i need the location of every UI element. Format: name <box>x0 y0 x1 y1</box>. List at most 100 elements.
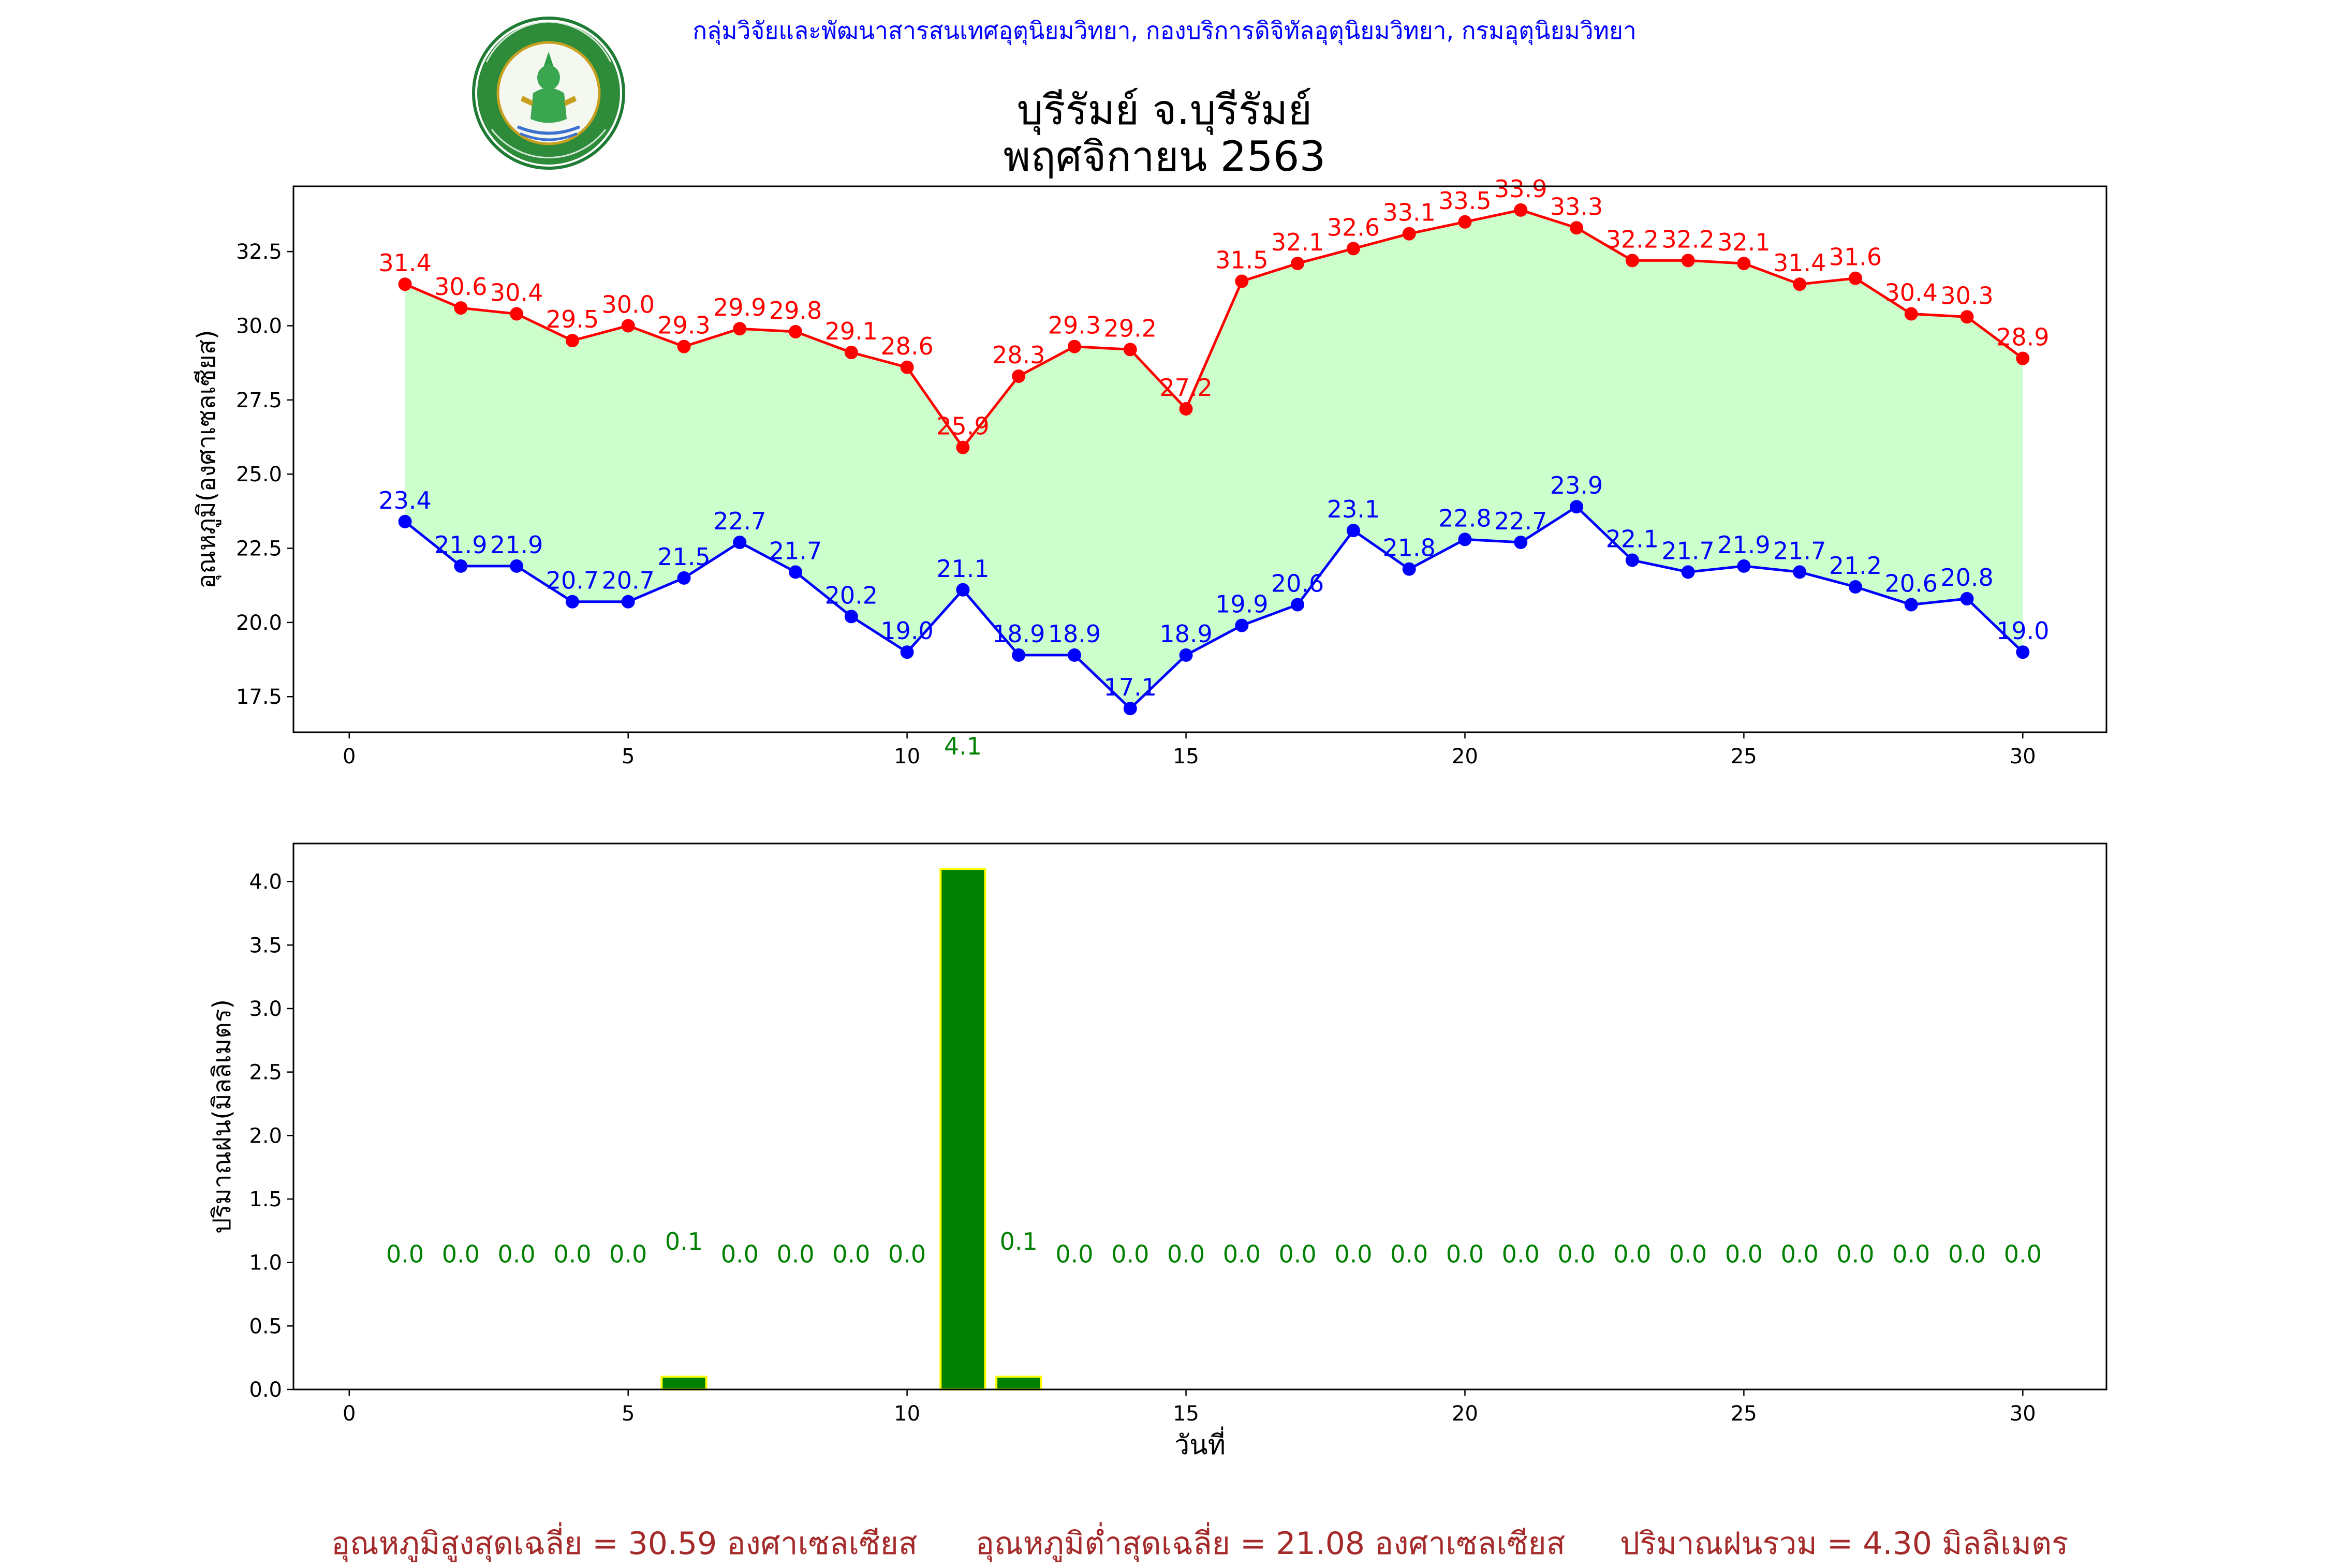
min-temp-point <box>677 571 691 585</box>
min-temp-data-label: 19.9 <box>1215 590 1268 618</box>
min-temp-data-label: 21.8 <box>1382 534 1435 562</box>
max-temp-point <box>1067 339 1081 353</box>
temp-x-tick-label: 20 <box>1452 745 1478 768</box>
max-temp-point <box>2016 351 2030 365</box>
rain-y-axis-label: ปริมาณฝน(มิลลิเมตร) <box>208 999 237 1234</box>
min-temp-data-label: 21.2 <box>1829 552 1882 580</box>
max-temp-point <box>677 339 691 353</box>
temp-y-tick-label: 22.5 <box>236 537 282 561</box>
summary-footer: อุณหภูมิสูงสุดเฉลี่ย = 30.59 องศาเซลเซีย… <box>0 1519 2329 1562</box>
min-temp-data-label: 23.1 <box>1327 495 1380 523</box>
min-temp-point <box>733 536 747 550</box>
rain-data-label: 0.0 <box>721 1240 759 1268</box>
rain-data-label: 0.0 <box>1557 1240 1595 1268</box>
min-temp-data-label: 17.1 <box>1104 673 1157 701</box>
max-temp-point <box>1681 254 1695 268</box>
max-temp-data-label: 31.6 <box>1829 243 1882 271</box>
min-temp-point <box>1067 648 1081 662</box>
max-temp-point <box>1904 307 1918 321</box>
min-temp-point <box>2016 645 2030 659</box>
max-temp-data-label: 29.2 <box>1104 314 1157 342</box>
max-temp-point <box>1179 402 1193 416</box>
temp-x-tick-label: 0 <box>343 745 356 768</box>
max-temp-data-label: 29.1 <box>825 317 878 345</box>
rain-data-label: 0.0 <box>1669 1240 1707 1268</box>
max-temp-data-label: 33.3 <box>1550 193 1603 220</box>
max-temp-data-label: 31.4 <box>1773 249 1826 277</box>
rain-data-label: 0.0 <box>776 1240 814 1268</box>
rain-x-axis-label: วันที่ <box>1174 1426 1226 1461</box>
rain-y-tick-label: 3.5 <box>249 934 282 957</box>
max-temp-data-label: 31.5 <box>1215 246 1268 274</box>
min-temp-line <box>404 505 2024 711</box>
min-temp-data-label: 20.6 <box>1271 569 1324 597</box>
max-temp-data-label: 29.3 <box>657 312 710 339</box>
total-rain-text: ปริมาณฝนรวม = 4.30 มิลลิเมตร <box>1620 1526 2069 1562</box>
rain-data-label: 0.0 <box>442 1240 480 1268</box>
org-header-text: กลุ่มวิจัยและพัฒนาสารสนเทศอุตุนิยมวิทยา,… <box>692 17 1637 46</box>
rain-plot-frame <box>292 842 2107 1391</box>
min-temp-point <box>398 514 412 528</box>
rain-data-label: 0.0 <box>1334 1240 1372 1268</box>
rain-x-tick-label: 20 <box>1452 1402 1478 1426</box>
min-temp-data-label: 19.0 <box>1996 617 2049 645</box>
min-temp-data-label: 21.7 <box>1661 537 1714 565</box>
rain-y-tick-label: 4.0 <box>249 870 282 894</box>
rain-x-tick-label: 15 <box>1173 1402 1199 1426</box>
rain-data-label: 0.0 <box>553 1240 591 1268</box>
min-temp-point <box>1570 500 1584 514</box>
rain-data-label: 0.0 <box>1725 1240 1763 1268</box>
max-temp-data-label: 32.1 <box>1271 228 1324 256</box>
min-temp-data-label: 20.8 <box>1940 564 1993 591</box>
rain-x-tick-label: 10 <box>894 1402 920 1426</box>
min-temp-data-label: 23.9 <box>1550 471 1603 499</box>
temp-y-tick-label: 30.0 <box>236 314 282 338</box>
max-temp-point <box>1793 277 1807 291</box>
min-temp-point <box>789 565 803 579</box>
min-temp-point <box>1123 702 1137 716</box>
min-temp-point <box>1960 591 1974 605</box>
max-temp-point <box>454 301 468 315</box>
max-temp-point <box>1570 221 1584 235</box>
min-temp-point <box>1793 565 1807 579</box>
rain-data-label: 0.0 <box>498 1240 536 1268</box>
min-temp-point <box>565 595 579 609</box>
rain-data-label: 0.0 <box>1446 1240 1484 1268</box>
rain-data-label: 0.1 <box>1000 1227 1038 1255</box>
rain-data-label: 0.0 <box>888 1240 926 1268</box>
temp-x-tick-label: 25 <box>1731 745 1757 768</box>
rain-x-tick-label: 25 <box>1731 1402 1757 1426</box>
min-temp-point <box>900 645 914 659</box>
max-temp-point <box>1625 254 1639 268</box>
min-temp-data-label: 21.1 <box>936 555 989 583</box>
rain-data-label: 0.0 <box>1613 1240 1651 1268</box>
rain-data-label: 0.0 <box>1836 1240 1874 1268</box>
max-temp-point <box>956 440 970 454</box>
rainfall-chart: 0.0 0.0 0.0 0.0 0.0 0.1 0.0 0.0 0.0 0.0 0.1 0.0 0.0 0… <box>208 842 2107 1461</box>
min-temp-data-label: 21.9 <box>434 531 487 559</box>
min-temp-data-label: 20.7 <box>546 567 599 595</box>
rain-data-label: 0.0 <box>2004 1240 2042 1268</box>
temperature-chart: 31.430.6 30.429.530.029.329.9 29.829.128.6… <box>192 175 2107 768</box>
temp-y-tick-label: 27.5 <box>236 389 282 412</box>
min-temp-data-label: 21.7 <box>1773 537 1826 565</box>
min-temp-data-label: 20.6 <box>1885 569 1938 597</box>
max-temp-data-label: 33.1 <box>1382 199 1435 227</box>
max-temp-data-label: 28.3 <box>992 341 1045 369</box>
max-temp-point <box>1012 369 1026 383</box>
max-temp-data-label: 30.3 <box>1940 282 1993 309</box>
max-temp-point <box>733 322 747 336</box>
rain-bar <box>995 1375 1042 1391</box>
rain-y-tick-label: 3.0 <box>249 997 282 1021</box>
temp-y-tick-label: 17.5 <box>236 685 282 709</box>
rain-y-tick-label: 2.5 <box>249 1061 282 1085</box>
max-temp-data-label: 30.6 <box>434 273 487 301</box>
avg-min-temp-text: อุณหภูมิต่ำสุดเฉลี่ย = 21.08 องศาเซลเซีย… <box>976 1526 1566 1562</box>
rain-data-label: 0.0 <box>1948 1240 1986 1268</box>
min-temp-data-label: 21.7 <box>769 537 822 565</box>
max-temp-data-label: 33.5 <box>1438 187 1491 215</box>
temp-x-tick-label: 10 <box>894 745 920 768</box>
max-temp-point <box>565 334 579 348</box>
meteorological-department-seal-icon <box>472 17 625 170</box>
